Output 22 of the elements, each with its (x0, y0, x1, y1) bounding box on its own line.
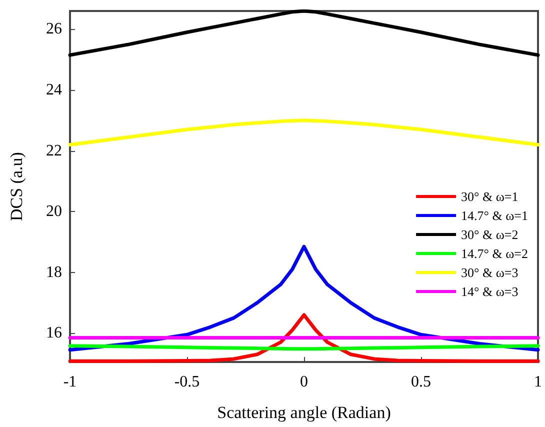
line-series (68, 313, 540, 363)
y-tick-label: 22 (46, 142, 62, 160)
x-tick-label: 1 (534, 374, 542, 390)
legend-label: 30° & ω=1 (461, 189, 518, 204)
x-tick-label: -1 (63, 374, 77, 390)
line-series (68, 118, 540, 146)
line-series (68, 9, 540, 57)
legend-label: 30° & ω=3 (461, 265, 518, 280)
y-tick-label: 16 (46, 324, 62, 342)
y-axis-title: DCS (a.u) (7, 152, 26, 221)
x-axis-title: Scattering angle (Radian) (217, 403, 391, 422)
legend-label: 14.7° & ω=1 (461, 208, 528, 223)
legend-label: 14.7° & ω=2 (461, 246, 528, 261)
x-tick-label: 0.5 (411, 374, 431, 390)
y-tick-label: 20 (46, 203, 62, 220)
y-tick-label: 24 (46, 82, 62, 99)
legend-label: 14° & ω=3 (461, 284, 518, 299)
y-tick-label: 18 (46, 264, 62, 281)
y-tick-label: 26 (46, 20, 62, 38)
x-tick-label: 0 (300, 374, 308, 390)
legend-label: 30° & ω=2 (461, 227, 518, 242)
x-tick-label: -0.5 (174, 374, 200, 390)
